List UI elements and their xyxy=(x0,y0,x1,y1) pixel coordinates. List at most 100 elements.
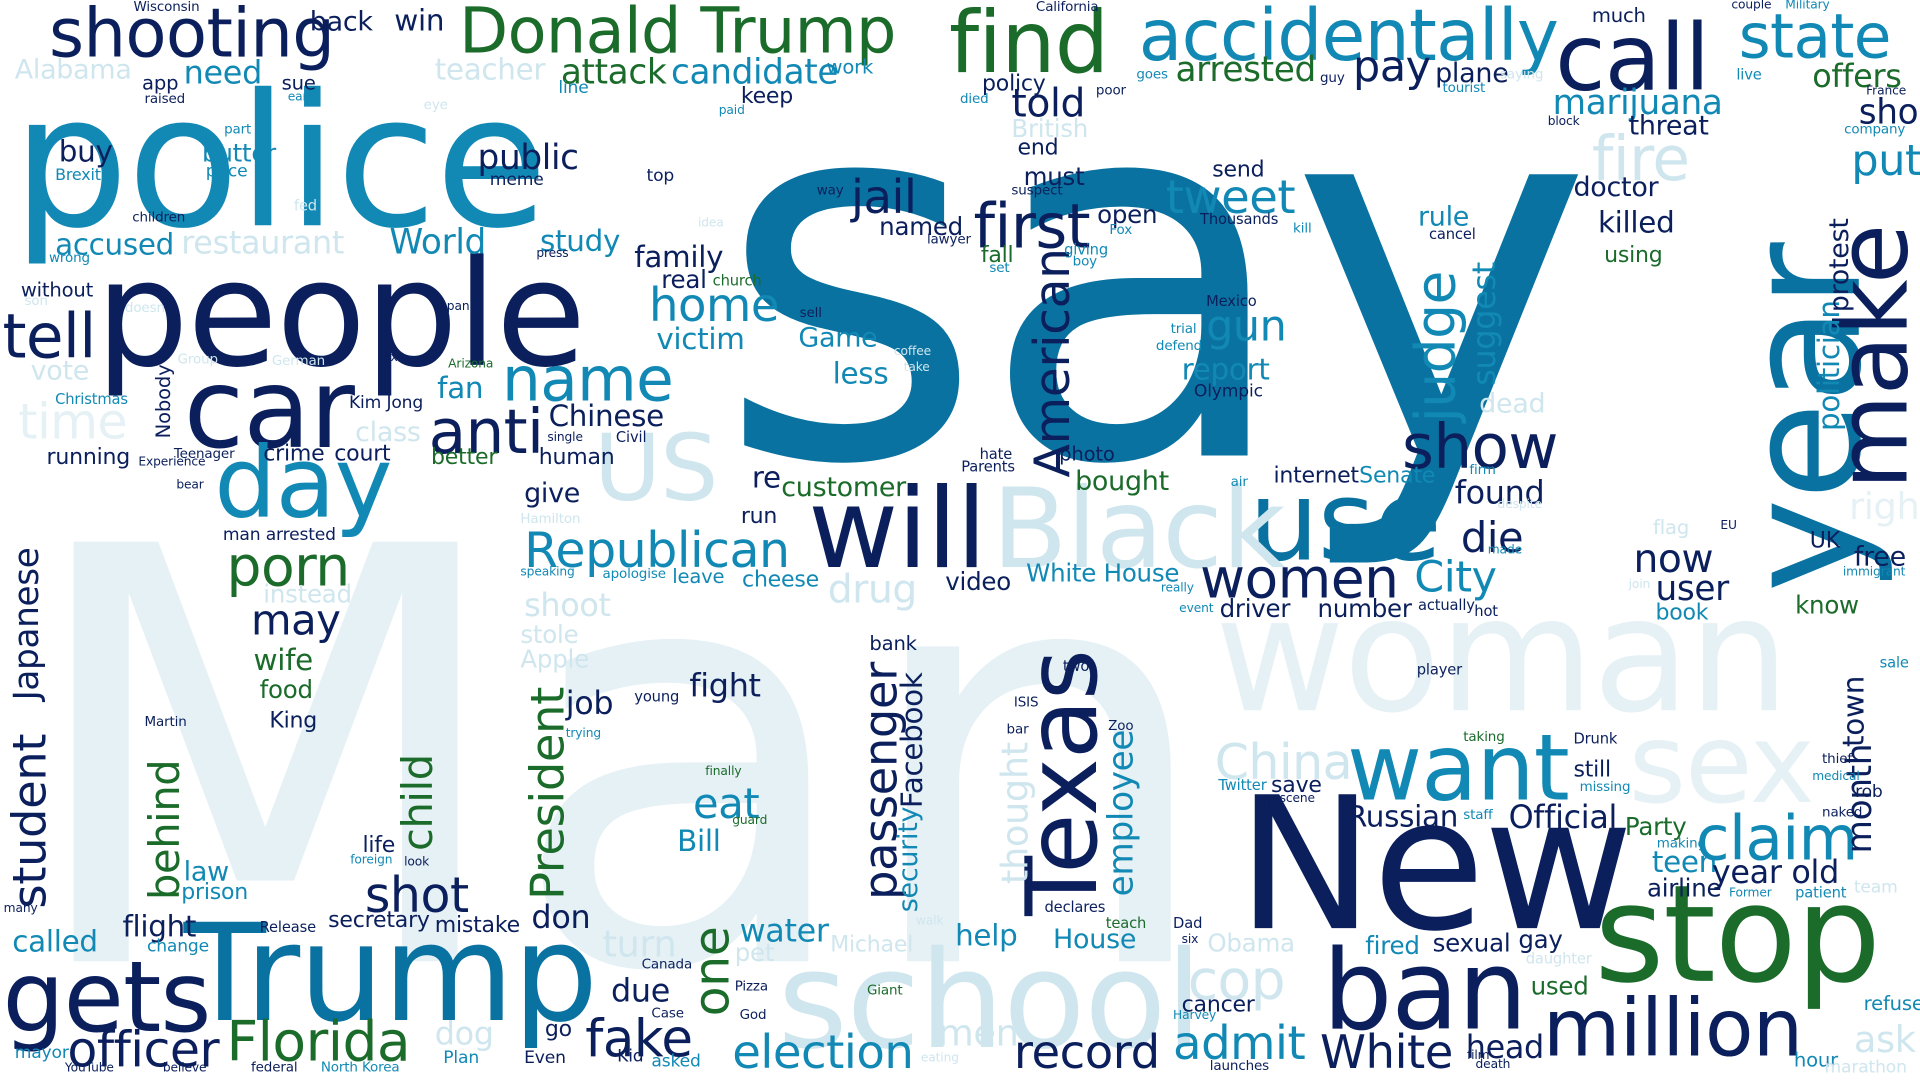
cloud-word: teach xyxy=(1105,914,1147,932)
cloud-word: Russian xyxy=(1346,799,1459,834)
cloud-word: customer xyxy=(781,472,906,504)
cloud-word: shop xyxy=(1858,91,1920,133)
cloud-word: law xyxy=(183,857,229,888)
cloud-word: China xyxy=(1214,734,1353,792)
cloud-word: year old xyxy=(1711,854,1839,892)
cloud-word: attack xyxy=(560,51,667,92)
cloud-word: Twitter xyxy=(1218,776,1267,794)
cloud-word: Kid xyxy=(617,1046,644,1067)
cloud-word: White House xyxy=(1026,558,1180,588)
cloud-word: Black xyxy=(991,465,1286,594)
cloud-word: election xyxy=(732,1024,914,1079)
cloud-word: photo xyxy=(1059,442,1115,466)
cloud-word: take xyxy=(903,361,930,375)
cloud-word: Fox xyxy=(1109,221,1133,238)
cloud-word: day xyxy=(214,426,392,540)
cloud-word: shooting xyxy=(48,0,335,73)
cloud-word: find xyxy=(948,0,1109,94)
cloud-word: Game xyxy=(798,323,878,354)
cloud-word: Apple xyxy=(520,644,589,674)
cloud-word: stop xyxy=(1594,855,1881,1013)
cloud-word: teen xyxy=(1651,844,1717,880)
cloud-word: event xyxy=(1179,602,1214,616)
cloud-word: marijuana xyxy=(1552,82,1723,123)
cloud-word: sexual xyxy=(1432,928,1511,958)
cloud-word: stole xyxy=(520,619,579,649)
cloud-word: team xyxy=(1853,877,1898,898)
cloud-word: trial xyxy=(1170,320,1197,337)
cloud-word: men xyxy=(937,1012,1019,1056)
cloud-word: need xyxy=(183,55,263,92)
cloud-word: actually xyxy=(1417,596,1475,614)
cloud-word: cheese xyxy=(742,566,819,593)
cloud-word: court xyxy=(334,440,391,467)
cloud-word: used xyxy=(1530,971,1589,1001)
cloud-word: six xyxy=(1181,933,1199,947)
cloud-word: Dad xyxy=(1173,914,1203,932)
cloud-word: time xyxy=(18,394,128,451)
cloud-word: pay xyxy=(1353,42,1431,92)
cloud-word: Even xyxy=(524,1048,566,1068)
cloud-word: girl xyxy=(1255,794,1277,811)
cloud-word: taking xyxy=(1463,728,1505,745)
cloud-word: say xyxy=(716,0,1593,578)
cloud-word: gay xyxy=(1518,924,1563,954)
cloud-word: refuse xyxy=(1863,991,1920,1016)
cloud-word: show xyxy=(1402,411,1558,483)
cloud-word: employee xyxy=(1100,729,1142,897)
cloud-word: saying xyxy=(1500,66,1544,83)
cloud-word: sell xyxy=(799,304,822,321)
cloud-word: less xyxy=(832,356,889,391)
cloud-word: World xyxy=(389,221,486,263)
cloud-word: hate xyxy=(979,445,1013,463)
cloud-word: crime xyxy=(263,440,325,467)
cloud-word: Obama xyxy=(1207,928,1295,958)
cloud-word: change xyxy=(146,936,210,957)
cloud-word: Former xyxy=(1728,886,1772,900)
cloud-word: Chinese xyxy=(548,399,665,434)
cloud-word: class xyxy=(355,417,421,449)
cloud-word: airline xyxy=(1646,873,1722,903)
cloud-word: Release xyxy=(259,918,317,936)
cloud-word: fire xyxy=(1591,123,1690,195)
cloud-word: set xyxy=(989,259,1010,276)
cloud-word: couple xyxy=(1731,0,1772,13)
cloud-word: Florida xyxy=(226,1008,411,1074)
cloud-word: Official xyxy=(1508,799,1618,837)
cloud-word: air xyxy=(1230,473,1248,490)
cloud-word: EU xyxy=(1720,519,1737,533)
cloud-word: Donald Trump xyxy=(459,0,896,69)
cloud-word: really xyxy=(1160,581,1194,596)
cloud-word: first xyxy=(973,191,1091,263)
cloud-word: daughter xyxy=(1525,950,1592,968)
cloud-word: block xyxy=(1547,115,1580,129)
cloud-word: Group xyxy=(177,351,218,368)
cloud-word: King xyxy=(269,707,318,734)
cloud-word: may xyxy=(251,596,341,646)
cloud-word: one xyxy=(684,926,741,1017)
cloud-word: suggest xyxy=(1466,262,1504,386)
cloud-word: bear xyxy=(176,478,204,493)
cloud-word: believe xyxy=(162,1061,207,1076)
cloud-word: sex xyxy=(1628,700,1815,829)
cloud-word: driver xyxy=(1219,593,1291,624)
cloud-word: told xyxy=(1011,79,1085,127)
cloud-word: security xyxy=(893,806,925,913)
cloud-word: poor xyxy=(1095,82,1126,98)
cloud-word: rob xyxy=(1855,782,1883,803)
cloud-word: White xyxy=(1320,1024,1453,1079)
cloud-word: way xyxy=(816,182,844,199)
cloud-word: Canada xyxy=(641,956,693,973)
cloud-word: Arizona xyxy=(448,357,494,372)
cloud-word: accused xyxy=(55,227,175,263)
cloud-word: dog xyxy=(434,1016,494,1054)
cloud-word: called xyxy=(12,924,98,959)
cloud-word: President xyxy=(520,687,575,900)
cloud-word: California xyxy=(1035,0,1099,15)
cloud-word: help xyxy=(955,918,1018,953)
cloud-word: victim xyxy=(656,322,745,357)
cloud-word: much xyxy=(1591,3,1646,27)
cloud-word: medical xyxy=(1812,770,1860,784)
cloud-word: YouTube xyxy=(64,1061,114,1076)
cloud-word: rule xyxy=(1417,202,1470,233)
